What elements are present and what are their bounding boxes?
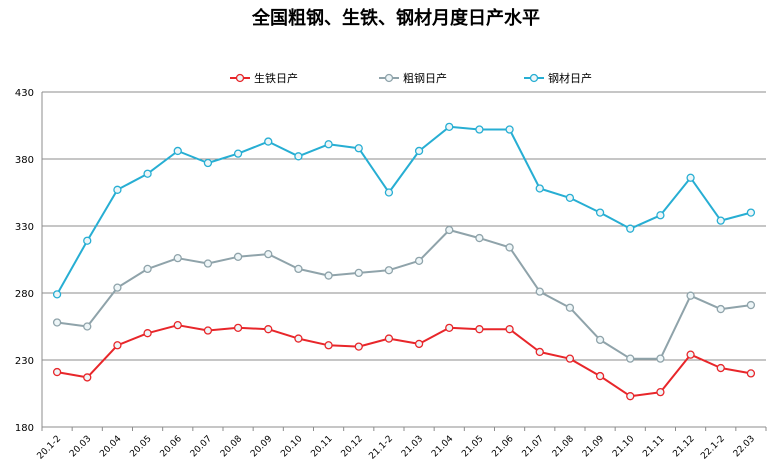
data-point (173, 254, 182, 263)
data-point (535, 347, 544, 357)
data-point (264, 325, 273, 334)
data-point (445, 225, 454, 235)
legend-item: 生铁日产 (230, 71, 298, 85)
legend-label: 粗钢日产 (403, 71, 447, 85)
data-point (535, 184, 544, 193)
series-3 (52, 122, 756, 299)
data-point (716, 363, 725, 373)
data-point (414, 256, 424, 265)
data-point (173, 321, 182, 330)
data-point (445, 122, 454, 131)
y-tick-label: 280 (15, 289, 34, 300)
data-point (656, 211, 665, 220)
data-point (264, 249, 273, 259)
data-point (143, 329, 152, 338)
legend-marker (529, 73, 539, 83)
data-point (565, 193, 575, 203)
data-point (505, 325, 514, 334)
legend-label: 生铁日产 (254, 71, 298, 85)
data-point (595, 371, 605, 381)
data-point (324, 140, 333, 149)
data-point (384, 334, 394, 343)
series-line (56, 125, 752, 295)
data-point (294, 264, 303, 274)
data-point (716, 304, 725, 314)
data-point (203, 326, 213, 335)
data-point (475, 325, 484, 334)
data-point (414, 339, 424, 349)
series-1 (52, 321, 756, 401)
data-point (52, 367, 62, 377)
y-tick-label: 180 (15, 423, 34, 434)
data-point (294, 334, 303, 343)
data-point (233, 323, 243, 332)
legend-item: 粗钢日产 (379, 71, 447, 85)
data-point (203, 158, 213, 168)
y-tick-label: 330 (15, 222, 34, 233)
data-point (626, 224, 635, 233)
data-point (656, 354, 665, 363)
data-point (746, 369, 756, 378)
data-point (626, 354, 635, 363)
data-point (324, 341, 333, 350)
data-point (746, 300, 756, 310)
data-point (83, 322, 92, 331)
legend: 生铁日产 粗钢日产 钢材日产 (230, 71, 592, 85)
legend-marker (235, 73, 245, 83)
data-point (233, 252, 243, 261)
series-layer (52, 122, 756, 401)
data-point (535, 287, 544, 296)
data-point (445, 323, 454, 332)
data-point (475, 233, 484, 243)
data-point (656, 388, 665, 397)
data-point (354, 342, 363, 351)
data-point (626, 392, 635, 401)
data-point (233, 149, 243, 158)
data-point (83, 236, 92, 245)
data-point (716, 216, 725, 225)
data-point (294, 152, 303, 161)
data-point (324, 271, 333, 280)
data-point (565, 303, 575, 312)
data-point (52, 290, 62, 299)
data-point (746, 208, 756, 217)
data-point (595, 208, 605, 217)
data-point (414, 146, 424, 156)
data-point (505, 125, 514, 134)
y-tick-label: 430 (15, 88, 34, 99)
data-point (83, 373, 92, 382)
legend-marker (384, 73, 394, 83)
y-tick-label: 380 (15, 155, 34, 166)
legend-label: 钢材日产 (548, 71, 592, 85)
data-point (595, 335, 605, 345)
series-2 (52, 225, 756, 363)
data-point (52, 318, 62, 327)
data-point (264, 137, 273, 146)
y-tick-label: 230 (15, 356, 34, 367)
data-point (113, 341, 122, 350)
data-point (565, 354, 575, 363)
legend-item: 钢材日产 (524, 71, 592, 85)
data-point (384, 188, 394, 197)
series-line (56, 229, 752, 360)
data-point (113, 283, 122, 292)
data-point (354, 144, 363, 153)
data-point (686, 173, 695, 182)
data-point (203, 259, 213, 268)
series-line (56, 324, 752, 398)
data-point (686, 350, 695, 359)
data-point (384, 266, 394, 275)
chart-title: 全国粗钢、生铁、钢材月度日产水平 (251, 7, 540, 29)
data-point (686, 291, 695, 300)
data-point (475, 125, 484, 134)
data-point (113, 185, 122, 194)
data-point (143, 264, 152, 274)
data-point (505, 243, 514, 252)
data-point (173, 146, 182, 156)
data-point (143, 169, 152, 178)
data-point (354, 268, 363, 278)
